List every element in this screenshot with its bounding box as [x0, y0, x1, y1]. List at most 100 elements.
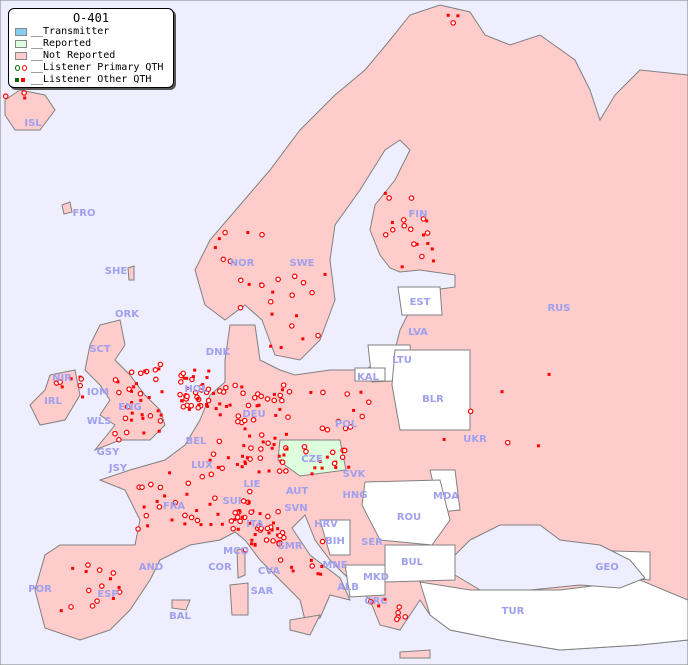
- listener-other-marker: [243, 460, 247, 464]
- listener-other-marker: [295, 314, 299, 318]
- country-labels: ISL FRO SHE ORK NOR SWE FIN RUS EST LVA LTU KAL BLR D…: [24, 118, 618, 622]
- listener-primary-marker: [232, 382, 238, 389]
- country-label-jsy: JSY: [108, 463, 128, 474]
- listener-primary-marker: [285, 414, 291, 420]
- listener-primary-marker: [368, 598, 374, 605]
- legend-transmitter: __Transmitter: [9, 26, 173, 38]
- listener-primary-marker: [335, 418, 342, 425]
- country-label-grc: GRC: [364, 596, 387, 607]
- listener-primary-marker: [85, 587, 92, 594]
- listener-primary-marker: [152, 367, 159, 373]
- country-label-lux: LUX: [191, 460, 213, 471]
- transmitter-swatch: [15, 28, 27, 36]
- country-label-sui: SUI: [222, 496, 241, 507]
- listener-other-marker: [132, 385, 136, 389]
- listener-other-marker: [220, 522, 224, 526]
- legend-label: __Transmitter: [31, 26, 110, 37]
- listener-primary-marker: [185, 480, 192, 487]
- country-label-pol: POL: [335, 419, 358, 430]
- listener-other-marker: [157, 367, 161, 371]
- listener-other-marker: [257, 470, 261, 474]
- listener-other-marker: [248, 521, 252, 525]
- listener-other-marker: [309, 558, 313, 562]
- legend-title: O-401: [72, 11, 110, 25]
- listener-other-marker: [279, 346, 283, 350]
- listener-other-marker: [352, 408, 356, 412]
- listener-primary-marker: [258, 393, 264, 400]
- listener-other-marker: [390, 220, 394, 224]
- listener-other-marker: [218, 402, 222, 406]
- country-label-rou: ROU: [397, 512, 421, 523]
- listener-other-marker: [134, 382, 138, 386]
- listener-other-marker: [213, 246, 217, 250]
- listener-other-marker: [60, 385, 64, 389]
- listener-other-marker: [383, 597, 387, 601]
- listener-primary-marker: [122, 415, 129, 422]
- listener-other-marker: [247, 500, 251, 504]
- listener-other-marker: [383, 191, 387, 195]
- listener-other-marker: [334, 466, 338, 470]
- listener-primary-marker: [246, 488, 253, 495]
- listener-other-marker: [310, 472, 314, 476]
- listener-primary-marker: [177, 379, 184, 385]
- country-label-geo: GEO: [595, 562, 619, 573]
- listener-other-marker: [142, 505, 146, 509]
- country-label-ser: SER: [361, 537, 383, 548]
- listener-other-marker: [155, 499, 159, 503]
- listener-other-marker: [267, 469, 271, 473]
- listener-primary-marker: [366, 399, 372, 405]
- listener-primary-marker: [223, 384, 229, 391]
- listener-primary-marker: [424, 230, 431, 236]
- listener-other-marker: [212, 391, 216, 395]
- listener-other-marker: [280, 388, 284, 392]
- listener-other-marker: [250, 538, 254, 542]
- listener-primary-marker: [267, 298, 274, 305]
- listener-other-marker: [163, 494, 167, 498]
- listener-other-marker: [290, 565, 294, 569]
- listener-other-marker: [139, 398, 143, 402]
- listener-other-marker: [456, 14, 460, 18]
- listener-primary-marker: [112, 430, 118, 437]
- country-label-iom: IOM: [87, 387, 109, 398]
- listener-other-marker: [291, 569, 295, 573]
- listener-other-marker: [240, 465, 244, 469]
- listener-other-marker: [196, 397, 200, 401]
- listener-other-marker: [84, 569, 88, 573]
- listener-markers: [2, 13, 551, 623]
- listener-primary-marker: [382, 231, 389, 238]
- listener-primary-marker: [420, 216, 427, 222]
- listener-other-marker: [143, 369, 147, 373]
- listener-other-marker: [285, 447, 289, 451]
- listener-primary-marker: [89, 603, 96, 609]
- listener-primary-marker: [99, 583, 105, 589]
- country-label-nor: NOR: [230, 258, 255, 269]
- listener-other-marker: [400, 265, 404, 269]
- listener-primary-marker: [250, 417, 257, 423]
- listener-primary-marker: [279, 397, 285, 404]
- listener-other-marker: [536, 444, 540, 448]
- country-label-kal: KAL: [357, 372, 379, 383]
- listener-primary-marker: [395, 609, 401, 616]
- listener-primary-marker: [205, 397, 212, 404]
- listener-primary-marker: [400, 217, 407, 223]
- listener-other-marker: [431, 259, 435, 263]
- listener-other-marker: [233, 517, 237, 521]
- listener-other-marker: [201, 382, 205, 386]
- listener-primary-marker: [288, 323, 295, 329]
- listener-other-marker: [235, 462, 239, 466]
- listener-other-marker: [271, 290, 275, 294]
- listener-other-marker: [277, 454, 281, 458]
- listener-primary-marker: [289, 292, 295, 299]
- legend-other-qth: __Listener Other QTH: [9, 74, 173, 86]
- country-label-alb: ALB: [337, 582, 359, 593]
- listener-primary-marker: [177, 391, 183, 398]
- country-label-deu: DEU: [242, 409, 265, 420]
- listener-primary-marker: [359, 413, 366, 420]
- listener-other-marker: [197, 403, 201, 407]
- country-label-bih: BIH: [325, 536, 345, 547]
- country-label-bel: BEL: [186, 436, 207, 447]
- listener-primary-marker: [194, 517, 201, 524]
- listener-other-marker: [208, 458, 212, 462]
- listener-primary-marker: [315, 332, 321, 339]
- listener-primary-marker: [248, 509, 254, 515]
